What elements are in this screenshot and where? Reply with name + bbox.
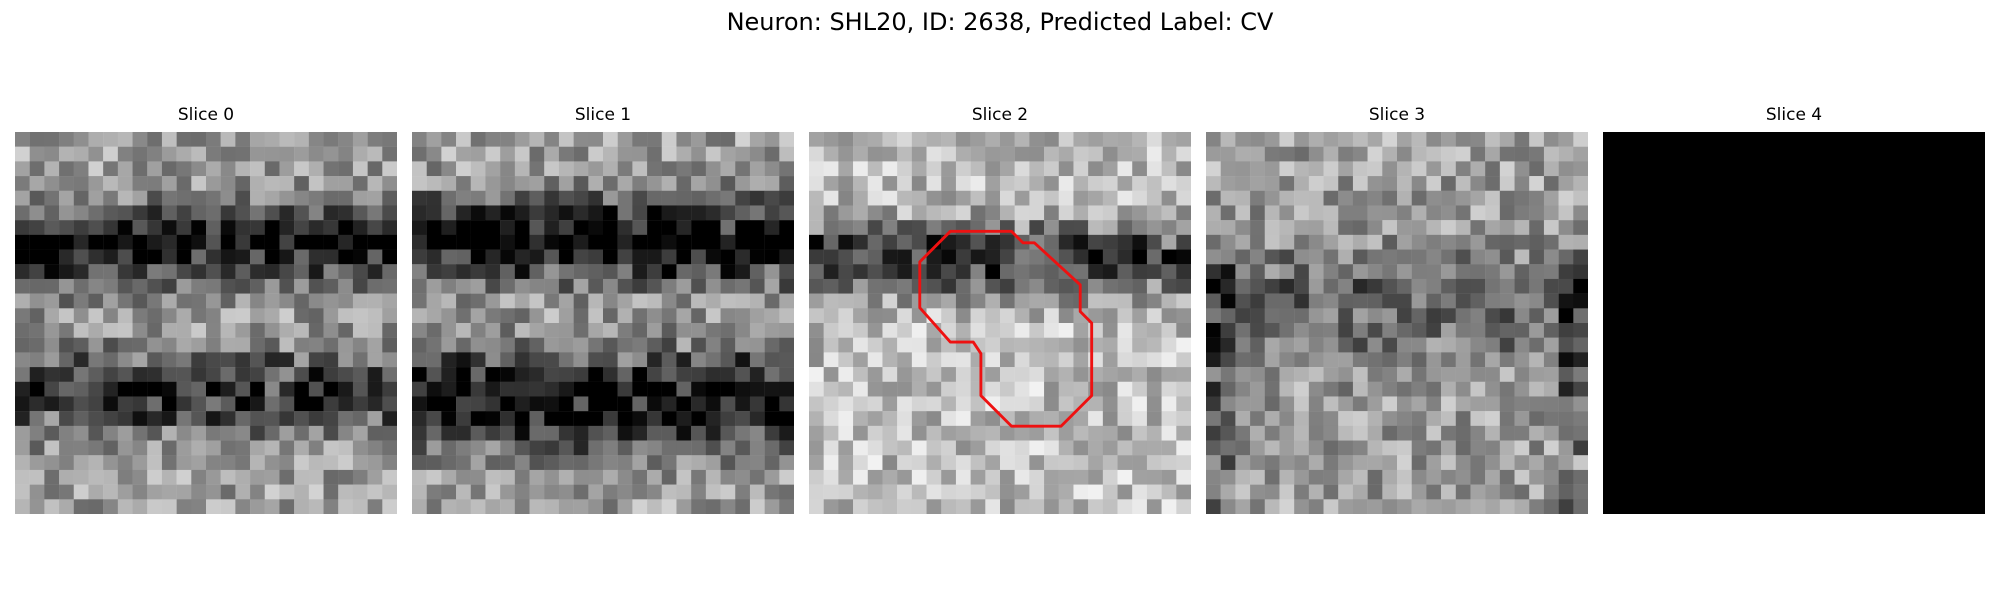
slice-image-4 xyxy=(1603,132,1985,514)
figure-title: Neuron: SHL20, ID: 2638, Predicted Label… xyxy=(726,8,1274,36)
slice-image-0 xyxy=(15,132,397,514)
slice-panel-0: Slice 0 xyxy=(15,104,397,514)
slice-panel-1: Slice 1 xyxy=(412,104,794,514)
slice-title: Slice 2 xyxy=(971,105,1029,125)
slice-image-1 xyxy=(412,132,794,514)
pixel-grid xyxy=(809,132,1191,514)
slice-title: Slice 0 xyxy=(177,105,235,125)
slice-panel-4: Slice 4 xyxy=(1603,104,1985,514)
pixel-grid xyxy=(412,132,794,514)
slice-image-3 xyxy=(1206,132,1588,514)
pixel-grid xyxy=(15,132,397,514)
slice-title: Slice 1 xyxy=(574,105,632,125)
slice-panel-2: Slice 2 xyxy=(809,104,1191,514)
pixel-grid xyxy=(1206,132,1588,514)
slice-title: Slice 4 xyxy=(1765,105,1823,125)
slice-title: Slice 3 xyxy=(1368,105,1426,125)
slice-panel-3: Slice 3 xyxy=(1206,104,1588,514)
slice-image-2 xyxy=(809,132,1191,514)
roi-contour xyxy=(918,229,1094,428)
blank-slice-fill xyxy=(1603,132,1985,514)
